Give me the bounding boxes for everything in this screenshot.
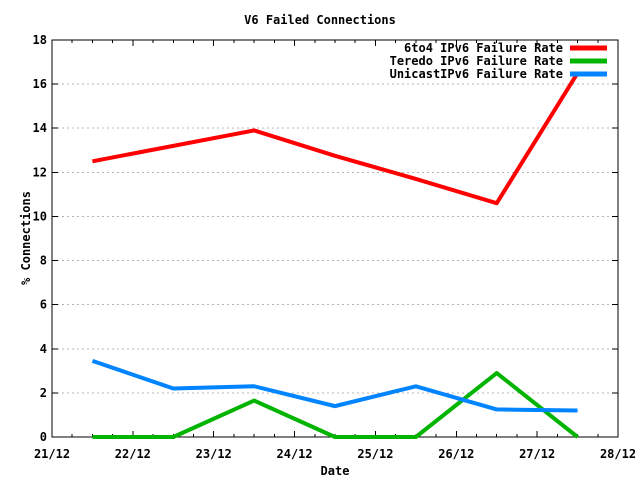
x-tick-label: 22/12: [115, 447, 151, 461]
series-line-teredo: [92, 371, 579, 439]
y-tick-label: 4: [40, 342, 47, 356]
y-tick-label: 6: [40, 298, 47, 312]
legend-label: Teredo IPv6 Failure Rate: [390, 54, 563, 68]
chart-title: V6 Failed Connections: [244, 13, 396, 27]
y-tick-label: 18: [33, 33, 47, 47]
y-tick-label: 12: [33, 165, 47, 179]
y-tick-label: 16: [33, 77, 47, 91]
x-tick-label: 26/12: [438, 447, 474, 461]
x-tick-labels: 21/12 22/12 23/12 24/12 25/12 26/12 27/12 28/12: [34, 447, 636, 461]
y-tick-label: 0: [40, 430, 47, 444]
legend-label: 6to4 IPv6 Failure Rate: [404, 41, 563, 55]
x-tick-label: 27/12: [519, 447, 555, 461]
legend-label: UnicastIPv6 Failure Rate: [390, 67, 563, 81]
y-tick-labels: 0 2 4 6 8 10 12 14 16 18: [33, 33, 47, 444]
x-axis-label: Date: [321, 464, 350, 478]
y-tick-label: 14: [33, 121, 47, 135]
y-axis-label: % Connections: [19, 191, 33, 285]
axis-ticks: [51, 39, 619, 438]
x-tick-label: 24/12: [277, 447, 313, 461]
x-tick-label: 21/12: [34, 447, 70, 461]
y-tick-label: 2: [40, 386, 47, 400]
gridlines: [52, 83, 618, 394]
series-line-unicastipv6: [91, 359, 578, 413]
x-tick-label: 23/12: [196, 447, 232, 461]
x-tick-label: 28/12: [600, 447, 636, 461]
x-tick-label: 25/12: [357, 447, 393, 461]
y-tick-label: 8: [40, 254, 47, 268]
data-series: [91, 72, 580, 439]
y-tick-label: 10: [33, 209, 47, 223]
series-line-6to4: [92, 72, 580, 206]
